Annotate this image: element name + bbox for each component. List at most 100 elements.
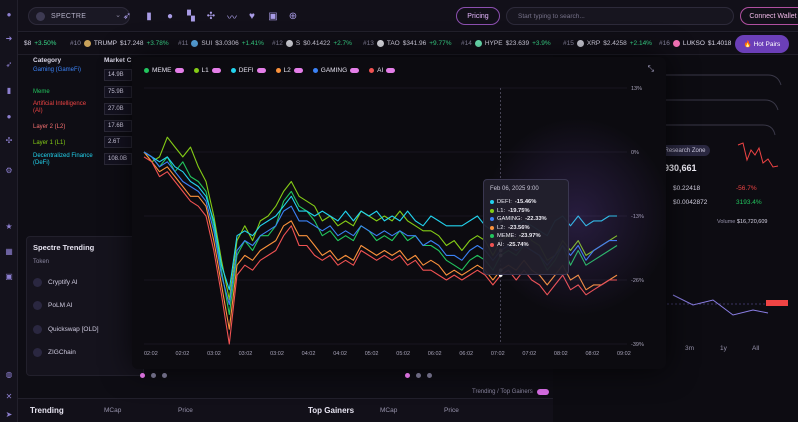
legend-item-ai[interactable]: AI [369, 67, 396, 74]
legend-swatch [312, 68, 318, 73]
logo-icon[interactable]: ● [6, 9, 12, 19]
right-panel-graphics [663, 74, 788, 316]
series-line-ai[interactable] [143, 156, 617, 345]
collapse-icon[interactable]: ⤡ [647, 64, 654, 73]
login-icon[interactable]: ➜ [5, 33, 13, 43]
network-icon[interactable]: ✣ [206, 10, 216, 22]
wallet-icon[interactable]: ▣ [5, 271, 13, 281]
legend-toggle[interactable] [350, 68, 360, 73]
chart-canvas[interactable]: 13% 0% -13% -26% -39% 02:02 02:02 03:02 03:02 03:… [132, 57, 666, 369]
category-name[interactable]: Gaming (GameFi) [33, 67, 82, 73]
zoom-icon[interactable]: ⊕ [288, 10, 298, 22]
ticker-item[interactable]: #14 HYPE $23.639 +3.9% [461, 40, 551, 47]
category-name[interactable]: Artificial Intelligence (AI) [33, 101, 87, 114]
search-input[interactable]: Start typing to search... [506, 7, 734, 25]
legend-swatch [369, 68, 375, 73]
list-item[interactable]: PoLM AI [33, 301, 73, 310]
list-item[interactable]: Quickswap [OLD] [33, 325, 99, 334]
category-chart-modal: MEME L1 DEFI L2 GAMING AI ⤡ 13% 0% -13% -26% -39%… [132, 57, 666, 369]
gear-icon[interactable]: ⚙ [5, 165, 13, 175]
rocket-icon[interactable]: ➶ [122, 10, 132, 22]
ticker-item[interactable]: #13 TAO $341.96 +9.77% [363, 40, 452, 47]
fire-icon: 🔥 [743, 41, 754, 48]
legend-item-defi[interactable]: DEFI [230, 67, 266, 74]
x-icon[interactable]: ✕ [5, 391, 13, 401]
ticker-item[interactable]: #16 LUKSO $1.4018 [659, 40, 732, 47]
wallet-icon[interactable]: ▣ [268, 10, 278, 22]
price-column[interactable]: Price [178, 407, 193, 414]
tooltip-date: Feb 06, 2025 9:00 [490, 186, 539, 192]
legend-toggle[interactable] [386, 68, 396, 73]
trend-icon[interactable]: 〰 [227, 12, 237, 24]
token-avatar [33, 325, 42, 334]
legend-item-meme[interactable]: MEME [144, 67, 184, 74]
trending-gainers-toggle[interactable]: Trending / Top Gainers [472, 389, 549, 395]
bar-chart-icon[interactable]: ▮ [146, 10, 152, 22]
mcap-column[interactable]: MCap [380, 407, 398, 414]
list-item[interactable]: Cryptify AI [33, 278, 78, 287]
candles-icon[interactable]: ▚ [187, 10, 195, 22]
network-icon[interactable]: ✣ [5, 135, 13, 145]
x-tick-label: 08:02 [585, 351, 599, 357]
range-1y[interactable]: 1y [720, 345, 727, 352]
legend-item-gaming[interactable]: GAMING [312, 67, 360, 74]
legend-label: AI [377, 67, 384, 74]
toggle-switch[interactable] [536, 389, 549, 395]
research-change: 3193.4% [736, 199, 762, 206]
research-zone-badge[interactable]: Research Zone [660, 145, 710, 156]
legend-item-l2[interactable]: L2 [275, 67, 303, 74]
ticker-item[interactable]: #10 TRUMP $17.248 +3.78% [70, 40, 169, 47]
ticker-item[interactable]: #11 SUI $3.0306 +1.41% [178, 40, 264, 47]
range-all[interactable]: All [752, 345, 760, 352]
legend-item-l1[interactable]: L1 [193, 67, 221, 74]
top-gainers-title: Top Gainers [308, 406, 355, 415]
grid-icon[interactable]: ▦ [5, 246, 13, 256]
x-tick-label: 05:02 [365, 351, 379, 357]
star-icon[interactable]: ★ [5, 221, 13, 231]
hot-pairs-button[interactable]: 🔥 Hot Pairs [735, 35, 789, 53]
chat-icon[interactable]: ● [6, 111, 12, 121]
legend-toggle[interactable] [256, 68, 266, 73]
category-name[interactable]: Layer 2 (L2) [33, 124, 66, 130]
price-column[interactable]: Price [444, 407, 459, 414]
ticker-item[interactable]: #15 XRP $2.4258 +2.14% [563, 40, 652, 47]
legend-toggle[interactable] [211, 68, 221, 73]
legend-label: DEFI [238, 67, 254, 74]
legend-toggle[interactable] [293, 68, 303, 73]
category-name[interactable]: Decentralized Finance (DeFi) [33, 153, 93, 166]
x-tick-label: 07:02 [522, 351, 536, 357]
bar-chart-icon[interactable]: ▮ [6, 85, 12, 95]
legend-swatch [193, 68, 199, 73]
x-tick-label: 03:02 [207, 351, 221, 357]
token-avatar [33, 348, 42, 357]
ticker-item[interactable]: $8 +3.50% [24, 40, 57, 47]
telegram-icon[interactable]: ➤ [5, 409, 13, 419]
globe-icon[interactable]: ◍ [5, 369, 13, 379]
x-tick-label: 06:02 [459, 351, 473, 357]
pricing-button[interactable]: Pricing [456, 7, 500, 25]
top-bar: SPECTRE ⌄ ➶ ▮ ● ▚ ✣ 〰 ♥ ▣ ⊕ Pricing Star… [18, 0, 798, 32]
token-avatar [33, 278, 42, 287]
connect-wallet-button[interactable]: Connect Wallet [740, 7, 798, 25]
mcap-column[interactable]: MCap [104, 407, 122, 414]
category-name[interactable]: Meme [33, 89, 50, 95]
carousel-dots-right[interactable] [405, 373, 432, 378]
spectre-trending-panel: Spectre Trending Token Cryptify AI PoLM … [26, 236, 144, 376]
chat-icon[interactable]: ● [166, 10, 174, 22]
legend-label: L1 [201, 67, 209, 74]
heart-icon[interactable]: ♥ [249, 10, 255, 22]
x-tick-label: 04:02 [333, 351, 347, 357]
brand-logo-icon [36, 11, 45, 21]
category-name[interactable]: Layer 1 (L1) [33, 140, 66, 146]
brand-selector[interactable]: SPECTRE ⌄ [28, 7, 130, 25]
ticker-item[interactable]: #12 S $0.41422 +2.7% [272, 40, 352, 47]
x-tick-label: 05:02 [396, 351, 410, 357]
x-tick-label: 08:02 [554, 351, 568, 357]
range-3m[interactable]: 3m [685, 345, 695, 352]
tooltip-row: AI: -25.74% [490, 242, 562, 248]
carousel-dots-left[interactable] [140, 373, 167, 378]
category-value: 17.6B [104, 120, 132, 132]
rocket-icon[interactable]: ➶ [5, 59, 13, 69]
legend-toggle[interactable] [174, 68, 184, 73]
list-item[interactable]: ZIGChain [33, 348, 76, 357]
